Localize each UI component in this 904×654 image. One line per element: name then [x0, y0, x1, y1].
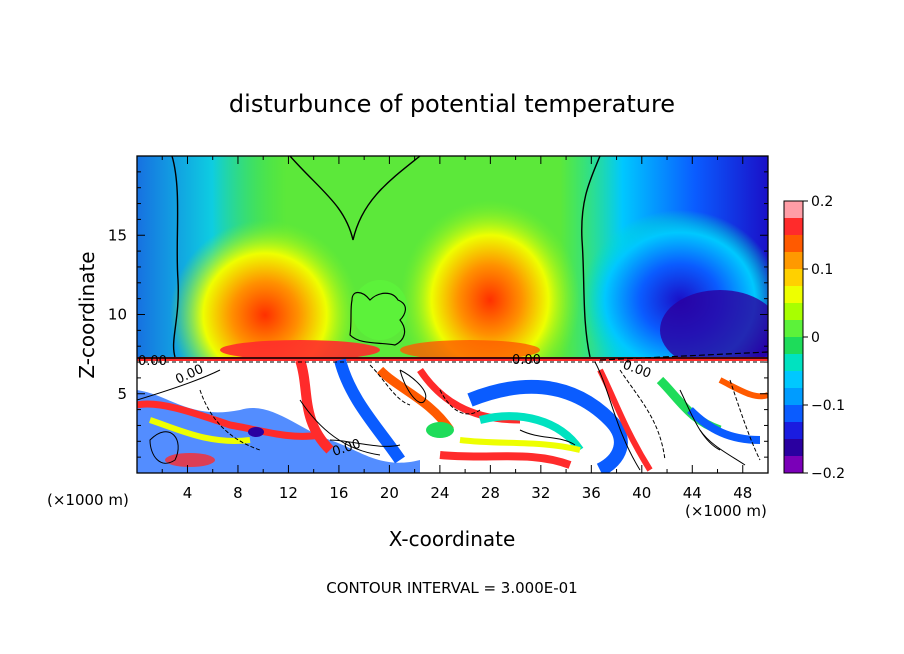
colorbar-tick-label: −0.2: [811, 466, 845, 482]
colorbar-tick-label: 0.2: [811, 194, 833, 210]
x-tick-label: 16: [329, 484, 348, 502]
colorbar-swatch: [784, 354, 803, 372]
colorbar-swatch: [784, 252, 803, 270]
x-tick-label: 4: [183, 484, 193, 502]
x-unit-label-left: (×1000 m): [47, 491, 129, 509]
y-axis: 5 10 15: [108, 171, 768, 458]
x-tick-label: 48: [733, 484, 752, 502]
colorbar-swatch: [784, 388, 803, 406]
contour-lines: [137, 156, 768, 471]
contour-interval-note: CONTOUR INTERVAL = 3.000E-01: [326, 579, 577, 597]
colorbar-tick-label: 0: [811, 330, 820, 346]
contour-label: 0.00: [138, 354, 167, 369]
x-tick-label: 28: [481, 484, 500, 502]
colorbar-swatch: [784, 286, 803, 304]
x-tick-label: 36: [582, 484, 601, 502]
y-tick-label: 15: [108, 226, 127, 244]
x-tick-label: 44: [683, 484, 702, 502]
colorbar-swatch: [784, 439, 803, 457]
colorbar-swatch: [784, 218, 803, 236]
contour-label: 0.00: [512, 353, 541, 368]
colorbar-swatch: [784, 337, 803, 355]
x-tick-label: 8: [233, 484, 243, 502]
x-tick-label: 24: [430, 484, 449, 502]
colorbar-swatch: [784, 371, 803, 389]
x-tick-label: 20: [380, 484, 399, 502]
colorbar-swatch: [784, 405, 803, 423]
chart-title: disturbunce of potential temperature: [229, 90, 675, 118]
y-axis-title: Z-coordinate: [75, 251, 99, 378]
x-axis-title: X-coordinate: [389, 527, 516, 551]
colorbar-swatch: [784, 320, 803, 338]
colorbar-tick-label: −0.1: [811, 398, 845, 414]
colorbar-tick-label: 0.1: [811, 262, 833, 278]
colorbar-swatch: [784, 235, 803, 253]
x-unit-label-right: (×1000 m): [685, 502, 767, 520]
heatmap-field: [137, 156, 768, 473]
colorbar-swatch: [784, 422, 803, 440]
colorbar-swatch: [784, 201, 803, 219]
colorbar-swatch: [784, 269, 803, 287]
x-axis: 4 8 12 16 20 24 28 32 36 40 44 48: [161, 156, 752, 502]
colorbar-swatch: [784, 303, 803, 321]
y-tick-label: 10: [108, 306, 127, 324]
colorbar-swatch: [784, 456, 803, 474]
x-tick-label: 12: [279, 484, 298, 502]
y-tick-label: 5: [117, 385, 127, 403]
x-tick-label: 40: [632, 484, 651, 502]
colorbar: 0.2 0.1 0 −0.1 −0.2: [783, 194, 845, 482]
x-tick-label: 32: [531, 484, 550, 502]
